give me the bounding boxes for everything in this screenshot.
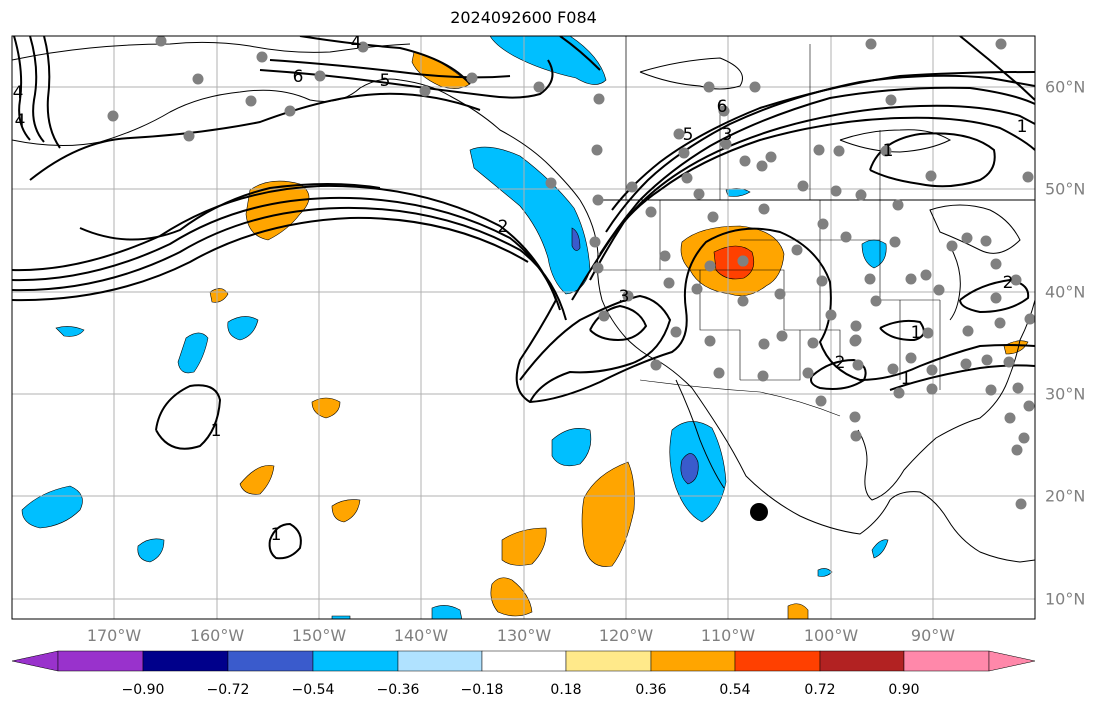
positive-anomaly-area [209, 288, 229, 303]
contour-label: 1 [1017, 117, 1028, 137]
positive-anomaly-area [490, 577, 533, 617]
colorbar-segment [650, 650, 736, 672]
latitude-label: 10°N [1045, 589, 1086, 609]
negative-anomaly-area [469, 146, 591, 295]
colorbar [11, 650, 1036, 672]
longitude-label: 90°W [910, 626, 956, 645]
positive-anomaly-area [713, 245, 755, 280]
longitude-label: 160°W [189, 626, 245, 645]
positive-anomaly-area [331, 499, 361, 523]
positive-anomaly-area [1003, 340, 1029, 355]
contour-label: 2 [835, 353, 846, 373]
colorbar-segment [481, 650, 567, 672]
contour-label: 4 [351, 33, 362, 53]
contour-label: 5 [683, 125, 694, 145]
contour-label: 5 [380, 71, 391, 91]
longitude-label: 110°W [700, 626, 756, 645]
negative-anomaly-area [227, 316, 259, 341]
colorbar-tick-label: −0.18 [460, 682, 504, 698]
colorbar-tick-label: −0.72 [206, 682, 250, 698]
colorbar-tick-label: −0.90 [121, 682, 165, 698]
positive-anomaly-area [311, 397, 341, 419]
contour-label: 2 [1003, 273, 1014, 293]
contour-label: 1 [911, 323, 922, 343]
colorbar-segment [57, 650, 144, 672]
latitude-label: 20°N [1045, 486, 1086, 506]
colorbar-tick-label: 0.90 [888, 682, 920, 698]
location-marker [750, 503, 768, 521]
colorbar-tick-label: 0.72 [804, 682, 836, 698]
longitude-label: 150°W [291, 626, 347, 645]
colorbar-segment [565, 650, 652, 672]
anomaly-fill-layer [21, 36, 1029, 619]
colorbar-tick-label: 0.54 [719, 682, 751, 698]
negative-anomaly-area [21, 485, 83, 529]
longitude-label: 100°W [803, 626, 859, 645]
positive-anomaly-area [787, 603, 809, 619]
colorbar-segment [142, 650, 229, 672]
contour-label: 6 [717, 97, 728, 117]
colorbar-tick-label: −0.36 [376, 682, 420, 698]
contour-label: 1 [883, 141, 894, 161]
map-title: 2024092600 F084 [450, 8, 597, 27]
contour-label: 3 [722, 125, 733, 145]
colorbar-segment [397, 650, 483, 672]
negative-anomaly-area [571, 227, 581, 251]
contour-label: 1 [211, 421, 222, 441]
negative-anomaly-area [680, 453, 699, 485]
colorbar-extend-high [988, 650, 1036, 672]
negative-anomaly-area [177, 332, 209, 374]
latitude-label: 40°N [1045, 282, 1086, 302]
colorbar-segment [312, 650, 399, 672]
negative-anomaly-area [431, 605, 463, 619]
longitude-label: 140°W [393, 626, 449, 645]
colorbar-segment [734, 650, 821, 672]
colorbar-extend-low [11, 650, 59, 672]
colorbar-segment [819, 650, 905, 672]
positive-anomaly-area [581, 461, 635, 567]
latitude-label: 50°N [1045, 179, 1086, 199]
negative-anomaly-area [871, 539, 889, 559]
negative-anomaly-area [817, 568, 833, 577]
longitude-label: 120°W [598, 626, 654, 645]
colorbar-tick-label: −0.54 [291, 682, 335, 698]
negative-anomaly-area [725, 188, 751, 197]
contour-label-layer: 6 5 4 4 4 6 5 3 2 2 1 3 1 2 1 1 1 1 [13, 33, 1028, 545]
longitude-label: 170°W [86, 626, 142, 645]
contour-label: 4 [13, 83, 24, 103]
contour-label: 4 [15, 111, 26, 131]
negative-anomaly-area [861, 239, 887, 269]
longitude-label: 130°W [496, 626, 552, 645]
graticule [12, 36, 1035, 619]
contour-label: 6 [293, 67, 304, 87]
negative-anomaly-area [55, 326, 85, 337]
latitude-label: 30°N [1045, 384, 1086, 404]
colorbar-segment [227, 650, 314, 672]
contour-label: 2 [498, 217, 509, 237]
negative-anomaly-area [551, 428, 592, 467]
contour-label: 1 [271, 525, 282, 545]
colorbar-tick-label: 0.36 [635, 682, 667, 698]
latitude-label: 60°N [1045, 77, 1086, 97]
negative-anomaly-area [137, 538, 165, 563]
colorbar-segment [903, 650, 990, 672]
positive-anomaly-area [239, 465, 275, 495]
contour-label: 1 [901, 369, 912, 389]
contour-label: 3 [619, 287, 630, 307]
map-frame [11, 35, 1036, 620]
station-dots [107, 36, 1035, 510]
colorbar-tick-label: 0.18 [550, 682, 582, 698]
